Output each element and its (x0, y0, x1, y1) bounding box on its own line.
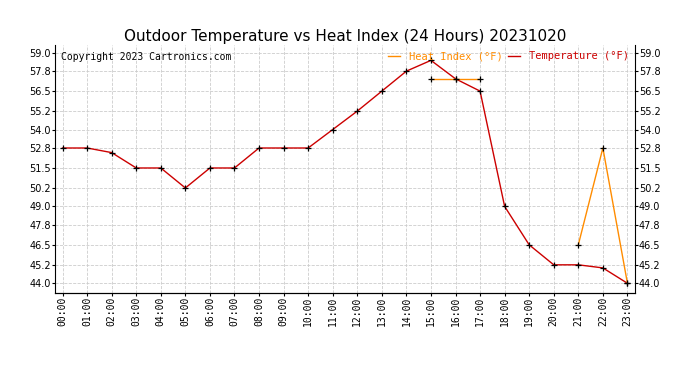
Title: Outdoor Temperature vs Heat Index (24 Hours) 20231020: Outdoor Temperature vs Heat Index (24 Ho… (124, 29, 566, 44)
Text: Copyright 2023 Cartronics.com: Copyright 2023 Cartronics.com (61, 53, 231, 62)
Legend: Heat Index (°F), Temperature (°F): Heat Index (°F), Temperature (°F) (384, 47, 633, 65)
